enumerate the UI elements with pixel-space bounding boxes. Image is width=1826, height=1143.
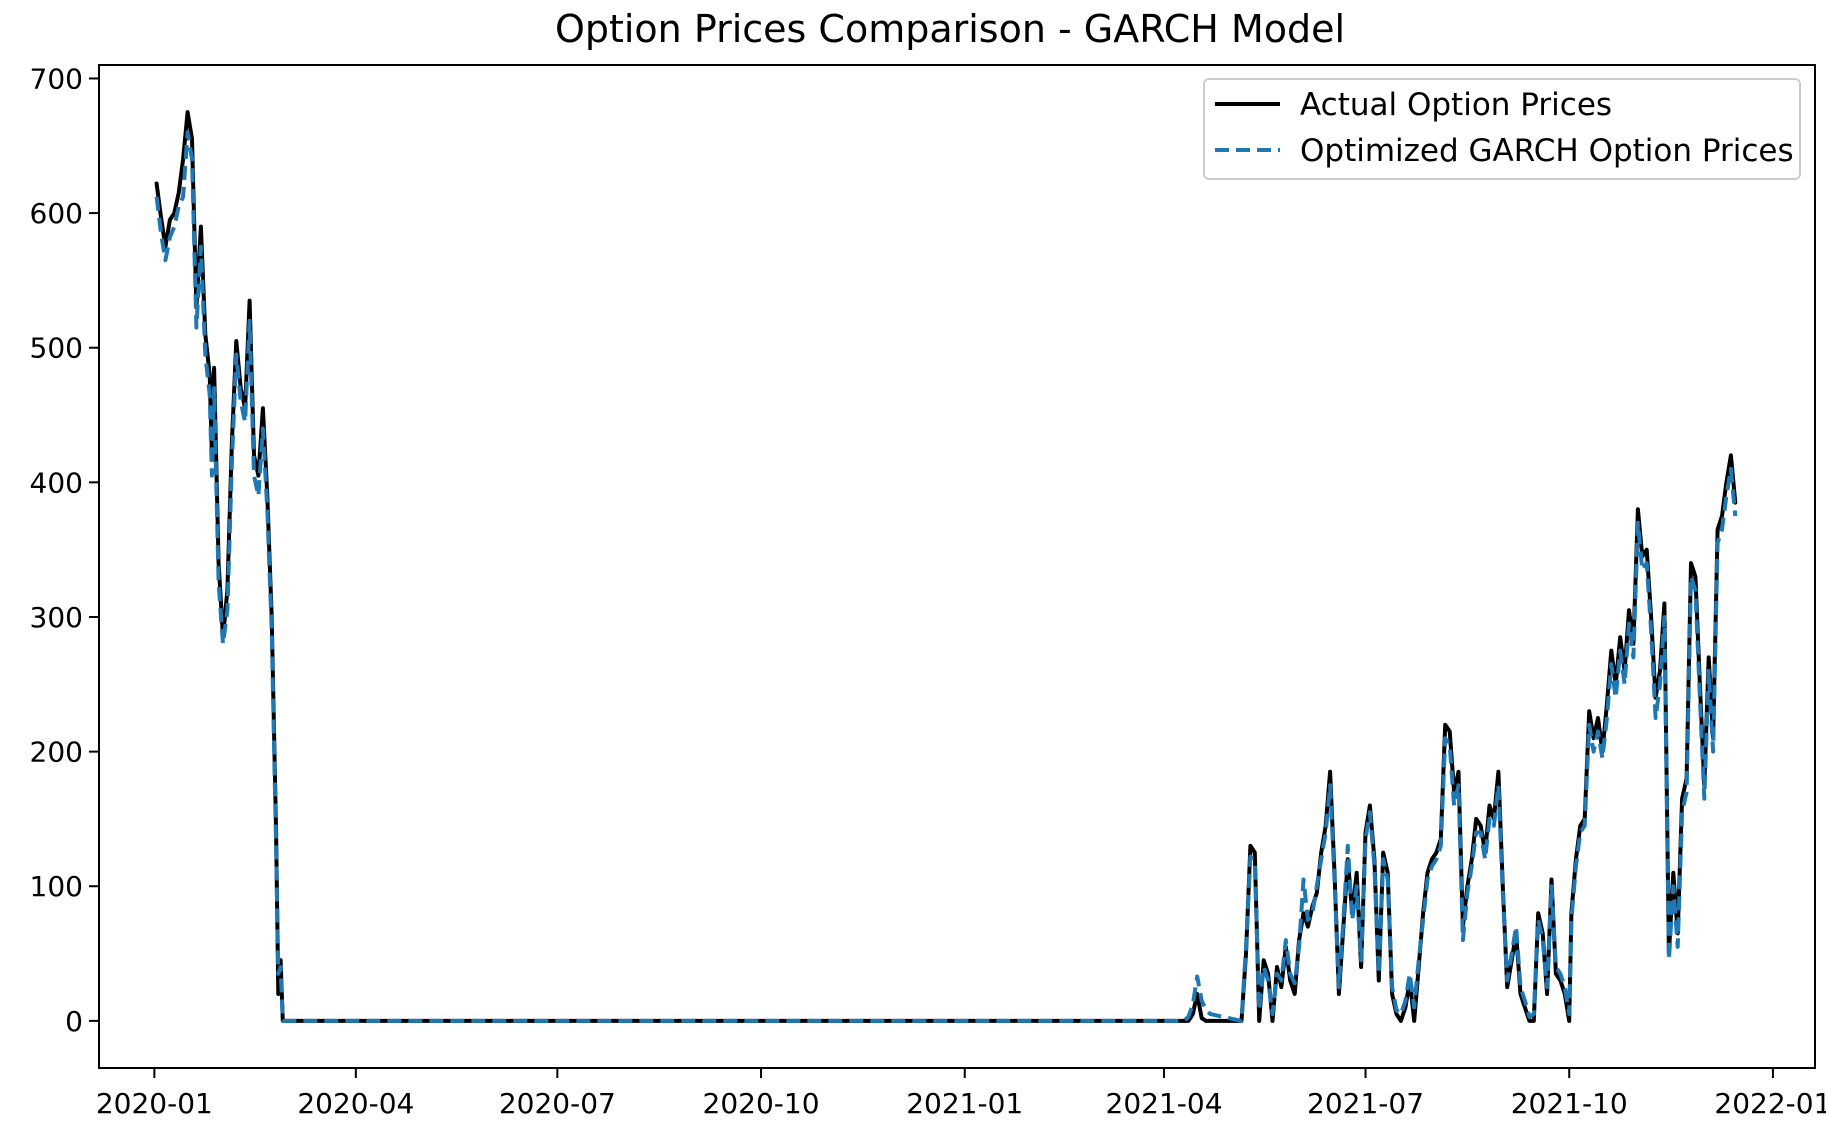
- x-axis: 2020-01 2020-04 2020-07 2020-10 2021-01 2021-…: [96, 1068, 1826, 1120]
- y-tick-label: 100: [30, 870, 83, 903]
- y-tick-label: 700: [30, 62, 83, 95]
- y-tick-label: 200: [30, 736, 83, 769]
- y-tick-label: 500: [30, 332, 83, 365]
- legend-label-actual: Actual Option Prices: [1300, 87, 1612, 123]
- x-tick-label: 2020-04: [297, 1087, 414, 1120]
- y-tick-label: 400: [30, 466, 83, 499]
- plot-frame: [98, 64, 1816, 1069]
- legend: Actual Option Prices Optimized GARCH Opt…: [1203, 78, 1801, 180]
- x-tick-label: 2021-04: [1106, 1087, 1223, 1120]
- x-tick-label: 2020-01: [96, 1087, 213, 1120]
- series-line-0: [154, 110, 1738, 1023]
- x-tick-label: 2021-07: [1307, 1087, 1424, 1120]
- y-tick-label: 300: [30, 601, 83, 634]
- legend-box: [1203, 78, 1801, 180]
- y-tick-label: 600: [30, 197, 83, 230]
- x-tick-label: 2021-10: [1511, 1087, 1628, 1120]
- x-tick-label: 2022-01: [1714, 1087, 1826, 1120]
- series-line-1: [154, 130, 1738, 1023]
- plot-area: [154, 110, 1738, 1023]
- x-tick-label: 2020-07: [499, 1087, 616, 1120]
- x-tick-label: 2020-10: [703, 1087, 820, 1120]
- x-tick-label: 2021-01: [906, 1087, 1023, 1120]
- y-tick-label: 0: [65, 1005, 83, 1038]
- legend-label-garch: Optimized GARCH Option Prices: [1300, 133, 1794, 169]
- y-axis: 0 100 200 300 400 500 600 700: [30, 62, 99, 1038]
- chart-title: Option Prices Comparison - GARCH Model: [555, 7, 1345, 51]
